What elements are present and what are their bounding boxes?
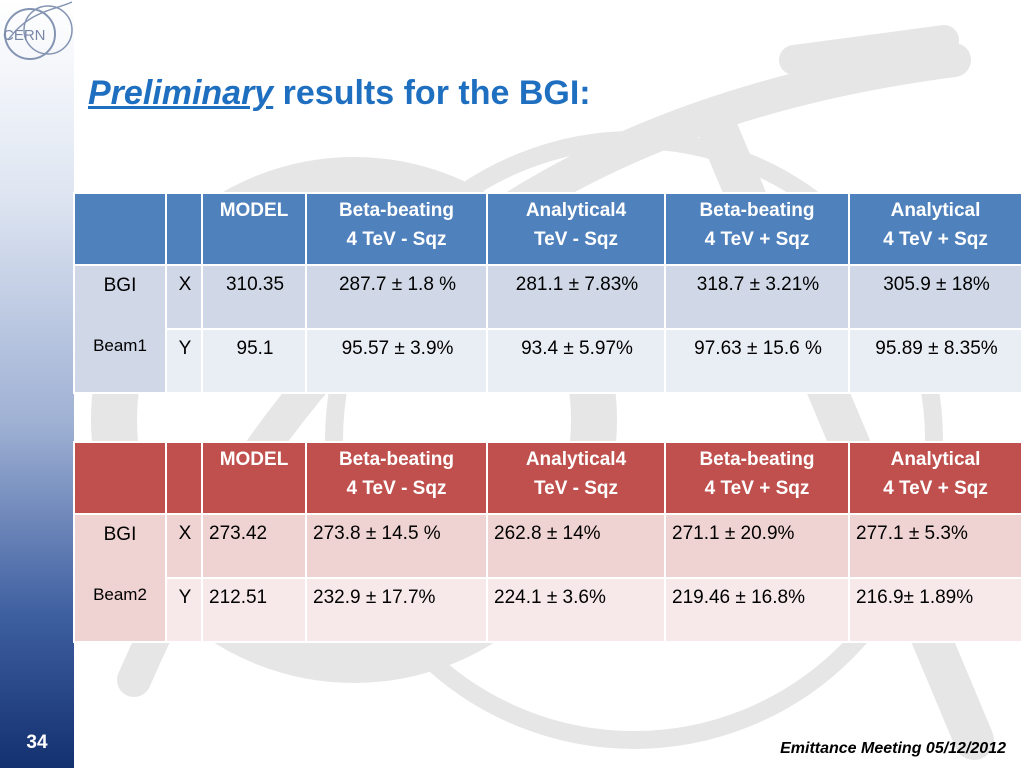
beam-label-cell: BGI Beam1 bbox=[73, 264, 167, 394]
header-beta-beating-minus: Beta-beating 4 TeV - Sqz bbox=[305, 192, 488, 266]
header-empty-cell bbox=[73, 192, 167, 266]
header-line2: 4 TeV + Sqz bbox=[883, 478, 988, 499]
header-line2: 4 TeV + Sqz bbox=[704, 229, 810, 250]
value-cell: 305.9 ± 18% bbox=[848, 264, 1023, 330]
table-row: BGI Beam2 X 273.42 273.8 ± 14.5 % 262.8 … bbox=[73, 513, 1023, 643]
header-model-label: MODEL bbox=[219, 449, 289, 470]
header-line1: Analytical4 bbox=[525, 449, 627, 470]
title-emphasis: Preliminary bbox=[88, 74, 274, 112]
header-analytical-minus: Analytical4 TeV - Sqz bbox=[486, 441, 666, 515]
header-line1: Analytical bbox=[890, 200, 981, 221]
header-analytical-plus: Analytical 4 TeV + Sqz bbox=[848, 192, 1023, 266]
header-beta-beating-minus: Beta-beating 4 TeV - Sqz bbox=[305, 441, 488, 515]
header-beta-beating-plus: Beta-beating 4 TeV + Sqz bbox=[664, 441, 850, 515]
value-cell: 95.89 ± 8.35% bbox=[848, 328, 1023, 394]
axis-cell: Y bbox=[165, 328, 203, 394]
sidebar-gradient: CERN 34 bbox=[0, 0, 74, 768]
value-cell: 232.9 ± 17.7% bbox=[305, 577, 488, 643]
bgi-label: BGI bbox=[103, 524, 137, 545]
header-model: MODEL bbox=[201, 192, 307, 266]
table-row: Y 95.1 95.57 ± 3.9% 93.4 ± 5.97% 97.63 ±… bbox=[74, 328, 1023, 394]
value-cell: 281.1 ± 7.83% bbox=[486, 264, 666, 330]
value-cell: 93.4 ± 5.97% bbox=[486, 328, 666, 394]
header-line2: TeV - Sqz bbox=[533, 229, 619, 250]
header-empty-cell bbox=[165, 192, 203, 266]
header-empty-cell bbox=[165, 441, 203, 515]
footer-meeting-date: Emittance Meeting 05/12/2012 bbox=[780, 740, 1006, 757]
value-cell: 273.8 ± 14.5 % bbox=[305, 513, 488, 579]
value-cell: 262.8 ± 14% bbox=[486, 513, 666, 579]
header-model-label: MODEL bbox=[219, 200, 289, 221]
value-cell: 318.7 ± 3.21% bbox=[664, 264, 850, 330]
beam-label: Beam1 bbox=[93, 336, 147, 355]
table-row: Y 212.51 232.9 ± 17.7% 224.1 ± 3.6% 219.… bbox=[74, 577, 1023, 643]
header-line2: TeV - Sqz bbox=[533, 478, 619, 499]
cern-logo-icon: CERN bbox=[3, 1, 73, 60]
page-number: 34 bbox=[26, 732, 48, 753]
header-line2: 4 TeV - Sqz bbox=[346, 478, 447, 499]
header-line1: Beta-beating bbox=[338, 200, 455, 221]
beam2-results-table: MODEL Beta-beating 4 TeV - Sqz Analytical… bbox=[73, 441, 1023, 643]
value-cell: 216.9± 1.89% bbox=[848, 577, 1023, 643]
header-line1: Beta-beating bbox=[699, 449, 815, 470]
header-line1: Beta-beating bbox=[699, 200, 815, 221]
axis-cell: Y bbox=[165, 577, 203, 643]
value-cell: 224.1 ± 3.6% bbox=[486, 577, 666, 643]
title-rest: results for the BGI: bbox=[273, 74, 591, 112]
value-cell: 97.63 ± 15.6 % bbox=[664, 328, 850, 394]
header-line1: Analytical bbox=[890, 449, 981, 470]
axis-cell: X bbox=[165, 513, 203, 579]
header-line2: 4 TeV + Sqz bbox=[883, 229, 988, 250]
beam-label: Beam2 bbox=[93, 585, 147, 604]
value-cell: 95.57 ± 3.9% bbox=[305, 328, 488, 394]
axis-cell: X bbox=[165, 264, 203, 330]
value-cell: 287.7 ± 1.8 % bbox=[305, 264, 488, 330]
header-beta-beating-plus: Beta-beating 4 TeV + Sqz bbox=[664, 192, 850, 266]
header-line2: 4 TeV + Sqz bbox=[704, 478, 810, 499]
table-header-row: MODEL Beta-beating 4 TeV - Sqz Analytical… bbox=[73, 441, 1023, 515]
slide-title: Preliminary results for the BGI: bbox=[88, 74, 591, 113]
header-model: MODEL bbox=[201, 441, 307, 515]
cern-logo-text: CERN bbox=[3, 27, 46, 44]
model-cell: 273.42 bbox=[201, 513, 307, 579]
header-analytical-minus: Analytical4 TeV - Sqz bbox=[486, 192, 666, 266]
value-cell: 271.1 ± 20.9% bbox=[664, 513, 850, 579]
table-header-row: MODEL Beta-beating 4 TeV - Sqz Analytical… bbox=[73, 192, 1023, 266]
beam-label-cell: BGI Beam2 bbox=[73, 513, 167, 643]
beam1-results-table: MODEL Beta-beating 4 TeV - Sqz Analytical… bbox=[73, 192, 1023, 394]
header-analytical-plus: Analytical 4 TeV + Sqz bbox=[848, 441, 1023, 515]
bgi-label: BGI bbox=[103, 275, 137, 296]
table-row: BGI Beam1 X 310.35 287.7 ± 1.8 % 281.1 ±… bbox=[73, 264, 1023, 394]
header-line2: 4 TeV - Sqz bbox=[346, 229, 447, 250]
value-cell: 277.1 ± 5.3% bbox=[848, 513, 1023, 579]
model-cell: 310.35 bbox=[201, 264, 307, 330]
model-cell: 95.1 bbox=[201, 328, 307, 394]
header-line1: Analytical4 bbox=[525, 200, 627, 221]
header-empty-cell bbox=[73, 441, 167, 515]
value-cell: 219.46 ± 16.8% bbox=[664, 577, 850, 643]
header-line1: Beta-beating bbox=[338, 449, 455, 470]
model-cell: 212.51 bbox=[201, 577, 307, 643]
